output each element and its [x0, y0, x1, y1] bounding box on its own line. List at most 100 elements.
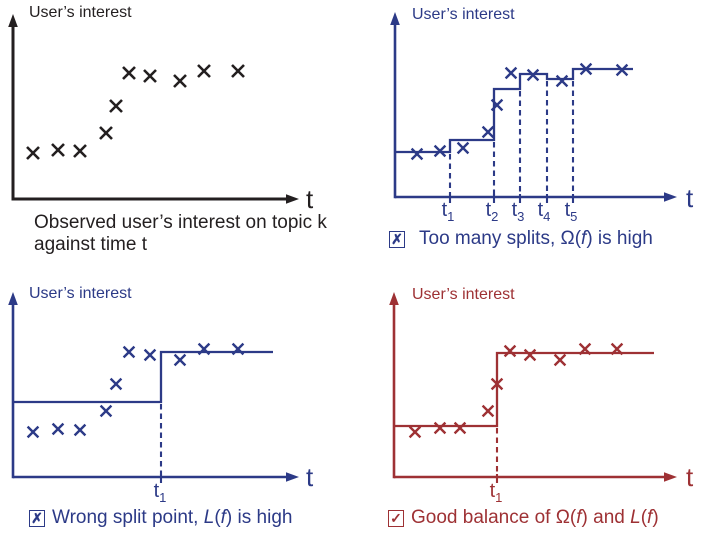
- wrong-split-caption-text: Wrong split point, L(f) is high: [52, 507, 292, 529]
- x-data-mark: [408, 425, 422, 439]
- x-data-mark: [610, 342, 624, 356]
- good-balance-y-axis-label: User’s interest: [412, 286, 515, 303]
- caption-segment: Too many splits, Ω(: [419, 228, 582, 249]
- tick-base: t: [441, 199, 448, 221]
- tick-label-t1: t1: [153, 480, 167, 504]
- observed-x-axis-label: t: [306, 184, 314, 214]
- x-data-mark: [231, 64, 245, 78]
- tick-label-t4: t4: [538, 199, 551, 224]
- caption-segment: (: [640, 507, 648, 528]
- tick-base: t: [153, 480, 160, 502]
- x-data-mark: [26, 425, 40, 439]
- tick-base: t: [489, 480, 496, 502]
- panel-good-balance: [389, 292, 677, 483]
- tick-label-t2: t2: [485, 199, 499, 224]
- tick-sub: 3: [517, 209, 525, 224]
- x-data-mark: [122, 66, 136, 80]
- tick-sub: 5: [570, 209, 578, 224]
- caption-segment: (: [214, 507, 221, 528]
- step-function-line: [394, 351, 654, 428]
- y-axis-arrow: [389, 292, 399, 305]
- x-data-mark: [51, 422, 65, 436]
- wrong-split-x-axis-label: t: [306, 462, 314, 492]
- x-data-mark: [456, 141, 470, 155]
- caption-segment: Wrong split point,: [52, 507, 204, 528]
- too-many-splits-caption-text: Too many splits, Ω(f) is high: [419, 228, 653, 250]
- x-data-mark: [526, 68, 540, 82]
- x-data-mark: [410, 147, 424, 161]
- x-data-mark: [453, 421, 467, 435]
- x-mark-badge-icon: ✗: [29, 509, 45, 527]
- x-data-mark: [73, 423, 87, 437]
- caption-segment: L: [203, 507, 215, 528]
- panel-wrong-split-point: [8, 292, 299, 483]
- tick-label-t3: t3: [511, 199, 525, 224]
- step-function-line: [395, 67, 633, 154]
- x-mark-badge-icon: ✗: [389, 230, 405, 248]
- x-data-mark: [143, 69, 157, 83]
- x-data-mark: [109, 99, 123, 113]
- panel-too-many-splits: [390, 12, 677, 203]
- caption-segment: L: [630, 507, 641, 528]
- x-data-mark: [481, 404, 495, 418]
- observed-caption-line-1: Observed user’s interest on topic k: [34, 212, 327, 233]
- wrong-split-caption: ✗ Wrong split point, L(f) is high: [29, 507, 292, 529]
- wrong-split-y-axis-label: User’s interest: [29, 285, 132, 302]
- tick-base: t: [511, 199, 518, 221]
- x-axis-arrow: [286, 472, 299, 482]
- x-data-mark: [143, 348, 157, 362]
- tick-sub: 1: [447, 209, 455, 224]
- x-data-mark: [197, 342, 211, 356]
- x-data-mark: [503, 344, 517, 358]
- x-data-mark: [51, 143, 65, 157]
- x-data-mark: [26, 146, 40, 160]
- x-axis-arrow: [664, 472, 677, 482]
- x-data-mark: [231, 342, 245, 356]
- x-data-mark: [553, 353, 567, 367]
- tick-sub: 1: [495, 490, 503, 505]
- x-data-mark: [433, 144, 447, 158]
- x-data-mark: [615, 63, 629, 77]
- tick-label-t5: t5: [564, 199, 578, 224]
- y-axis-arrow: [8, 292, 18, 305]
- too-many-splits-y-axis-label: User’s interest: [412, 6, 515, 23]
- too-many-splits-x-axis-label: t: [686, 183, 694, 213]
- panel-observed: [8, 14, 299, 204]
- caption-segment: f: [581, 228, 587, 249]
- step-function-line: [13, 350, 273, 404]
- x-axis-arrow: [664, 192, 677, 202]
- caption-segment: ) is high: [225, 507, 293, 528]
- x-data-mark: [555, 74, 569, 88]
- caption-segment: ) is high: [586, 228, 653, 249]
- caption-segment: ) and: [581, 507, 631, 528]
- tick-label-t1: t1: [489, 480, 503, 505]
- observed-y-axis-label: User’s interest: [29, 4, 132, 21]
- x-data-mark: [173, 353, 187, 367]
- observed-caption-line-2: against time t: [34, 233, 147, 255]
- x-data-mark: [99, 404, 113, 418]
- x-data-mark: [433, 421, 447, 435]
- tick-base: t: [564, 199, 571, 221]
- x-data-mark: [122, 345, 136, 359]
- good-balance-caption: ✓ Good balance of Ω(f) and L(f): [388, 507, 659, 529]
- tick-sub: 2: [491, 209, 499, 224]
- x-data-mark: [523, 348, 537, 362]
- tick-sub: 4: [543, 209, 551, 224]
- caption-segment: f: [647, 507, 653, 528]
- x-data-mark: [99, 126, 113, 140]
- tick-base: t: [485, 199, 492, 221]
- x-data-mark: [578, 342, 592, 356]
- y-axis-arrow: [390, 12, 400, 25]
- x-data-mark: [197, 64, 211, 78]
- tick-label-t1: t1: [441, 199, 455, 224]
- good-balance-x-axis-label: t: [686, 462, 694, 492]
- x-data-mark: [490, 377, 504, 391]
- observed-caption: Observed user’s interest on topic k agai…: [34, 212, 327, 255]
- x-data-mark: [73, 144, 87, 158]
- x-data-mark: [490, 98, 504, 112]
- caption-segment: f: [576, 507, 582, 528]
- caption-segment: f: [220, 507, 226, 528]
- y-axis-arrow: [8, 14, 18, 27]
- x-data-mark: [173, 74, 187, 88]
